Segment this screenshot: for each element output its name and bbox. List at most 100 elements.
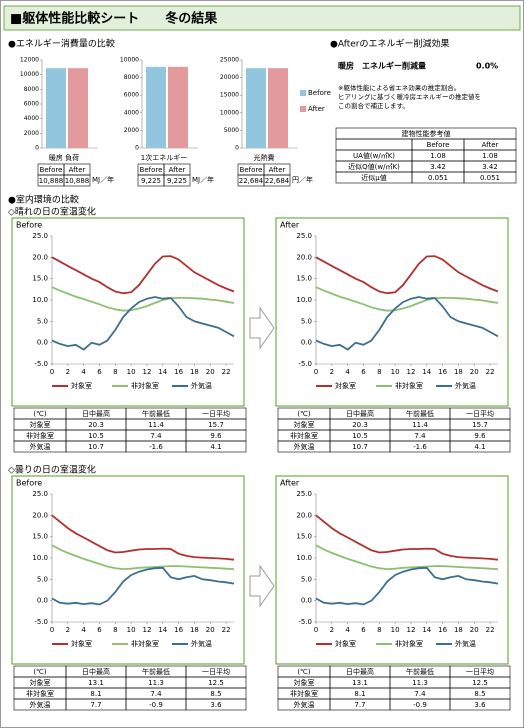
table-text: 15.7 <box>472 421 488 429</box>
y-tick-label: 0.0 <box>37 339 48 347</box>
reduction-value: 0.0% <box>476 62 498 71</box>
table-text: 20.3 <box>352 421 368 429</box>
section-title: ●エネルギー消費量の比較 <box>8 38 115 50</box>
y-tick-label: 4000 <box>24 115 39 122</box>
section-title: ●室内環境の比較 <box>8 194 79 206</box>
table-cell <box>449 440 511 453</box>
panel-border <box>275 475 509 665</box>
panel-border <box>11 475 245 665</box>
table-text: 10,888 <box>65 177 90 185</box>
table-text: 1.08 <box>482 152 498 160</box>
y-tick-label: 25.0 <box>296 490 312 498</box>
table-text: 0.051 <box>428 174 448 182</box>
note: ※躯体性能による省エネ効果の推定割合。 <box>338 83 460 92</box>
x-tick-label: 22 <box>222 368 231 376</box>
table-text: 11.4 <box>412 421 428 429</box>
table-text: 3.42 <box>430 163 446 171</box>
x-tick-label: 10 <box>391 368 400 376</box>
table-text: 日中最高 <box>82 409 110 418</box>
legend-label: 非対象室 <box>131 381 159 390</box>
series-line <box>315 566 499 606</box>
x-tick-label: 12 <box>406 368 415 376</box>
y-tick-label: 12000 <box>20 57 39 64</box>
table-text: 10.5 <box>88 432 104 440</box>
y-tick-label: 10000 <box>120 57 139 64</box>
table-text: 20.3 <box>88 421 104 429</box>
y-tick-label: 20000 <box>220 74 239 81</box>
y-tick-label: 0 <box>235 145 239 152</box>
table-text: 一日平均 <box>466 667 494 676</box>
bar <box>168 66 188 148</box>
bar <box>46 68 66 148</box>
panel-label: Before <box>16 479 42 488</box>
header-bar <box>3 5 521 31</box>
table-text: 日中最高 <box>346 409 374 418</box>
x-tick-label: 8 <box>377 626 381 634</box>
y-tick-label: 10.0 <box>296 296 312 304</box>
legend-label: 外気温 <box>191 381 212 390</box>
table-text: 一日平均 <box>466 409 494 418</box>
table-text: 9.6 <box>474 432 486 440</box>
legend-label: 対象室 <box>335 381 356 390</box>
table-text: (℃) <box>33 410 47 418</box>
legend-label: 対象室 <box>335 639 356 648</box>
table-text: UA値(w/㎡K) <box>353 151 395 160</box>
table-text: -0.9 <box>413 701 427 709</box>
section-title: ●Afterのエネルギー削減効果 <box>330 38 449 50</box>
y-tick-label: 20.0 <box>32 253 48 261</box>
legend-label: 対象室 <box>71 639 92 648</box>
y-tick-label: 0.0 <box>37 597 48 605</box>
y-tick-label: 25.0 <box>32 232 48 240</box>
x-tick-label: 0 <box>50 626 54 634</box>
table-text: 8.1 <box>354 690 365 698</box>
table-text: 4.1 <box>474 443 485 451</box>
x-tick-label: 14 <box>422 368 431 376</box>
panel-label: After <box>280 221 300 230</box>
x-tick-label: 16 <box>438 626 447 634</box>
note: この割合で補正します。 <box>338 101 409 110</box>
y-tick-label: 0 <box>135 145 139 152</box>
y-tick-label: 15.0 <box>296 275 312 283</box>
subsection-title: ◇曇りの日の室温変化 <box>8 464 96 476</box>
series-line <box>51 255 235 295</box>
legend-swatch <box>300 106 306 112</box>
x-tick-label: 2 <box>330 368 334 376</box>
series-line <box>315 544 499 571</box>
table-text: 0.051 <box>480 174 500 182</box>
series-line <box>51 296 235 351</box>
y-tick-label: 5.0 <box>37 317 48 325</box>
bar <box>146 66 166 148</box>
series-line <box>315 514 499 561</box>
legend-label: Before <box>308 89 331 97</box>
x-tick-label: 12 <box>142 368 151 376</box>
y-tick-label: 15000 <box>220 92 239 99</box>
y-tick-label: 6000 <box>24 101 39 108</box>
table-text: 午前最低 <box>142 409 170 418</box>
table-text: 10,888 <box>39 177 64 185</box>
table-text: (℃) <box>33 668 47 676</box>
table-text: -1.6 <box>149 443 163 451</box>
x-tick-label: 2 <box>66 368 70 376</box>
table-text: 9.6 <box>210 432 222 440</box>
x-tick-label: 18 <box>454 368 463 376</box>
x-tick-label: 20 <box>206 626 215 634</box>
series-line <box>51 514 235 561</box>
x-tick-label: 18 <box>190 368 199 376</box>
table-text: 近似Q値(w/㎡K) <box>348 162 400 171</box>
note: ヒアリングに基づく暖冷房エネルギーの推定値を <box>338 92 481 101</box>
x-tick-label: 8 <box>377 368 381 376</box>
y-tick-label: 20.0 <box>32 511 48 519</box>
table-cell <box>263 174 291 187</box>
y-tick-label: 0.0 <box>301 597 312 605</box>
table-text: 外気温 <box>294 700 315 709</box>
y-tick-label: -5.0 <box>298 360 312 368</box>
reduction-label: 暖房 エネルギー削減量 <box>338 61 426 71</box>
table-text: 対象室 <box>30 420 51 429</box>
table-text: 11.3 <box>412 679 428 687</box>
table-text: 10.5 <box>352 432 368 440</box>
table-text: 7.4 <box>150 690 162 698</box>
table-text: 13.1 <box>352 679 368 687</box>
y-tick-label: 10.0 <box>32 554 48 562</box>
legend-label: 外気温 <box>191 639 212 648</box>
chart-label: 光熱費 <box>254 153 275 162</box>
